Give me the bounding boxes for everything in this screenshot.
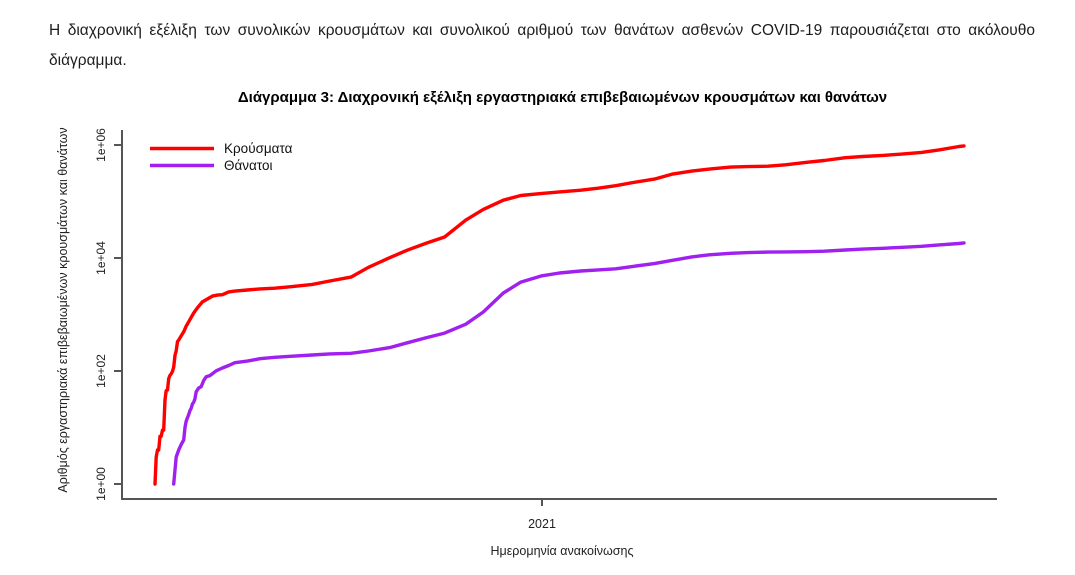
cases-line [153, 144, 966, 486]
x-tick-label: 2021 [528, 517, 556, 531]
deaths-line [171, 241, 966, 486]
chart-title: Διάγραμμα 3: Διαχρονική εξέλιξη εργαστηρ… [237, 89, 888, 106]
y-tick-label: 1e+04 [94, 241, 108, 275]
intro-line-1: Η διαχρονική εξέλιξη των συνολικών κρουσ… [49, 22, 1035, 39]
intro-paragraph: Η διαχρονική εξέλιξη των συνολικών κρουσ… [49, 16, 1035, 76]
y-tick-label: 1e+06 [94, 128, 108, 162]
y-tick-label: 1e+02 [94, 354, 108, 388]
x-axis-label: Ημερομηνία ανακοίνωσης [490, 544, 634, 558]
legend-label-cases: Κρούσματα [224, 141, 293, 156]
y-tick-label: 1e+00 [94, 467, 108, 501]
legend-label-deaths: Θάνατοι [224, 158, 273, 173]
intro-line-2: διάγραμμα. [49, 52, 127, 69]
